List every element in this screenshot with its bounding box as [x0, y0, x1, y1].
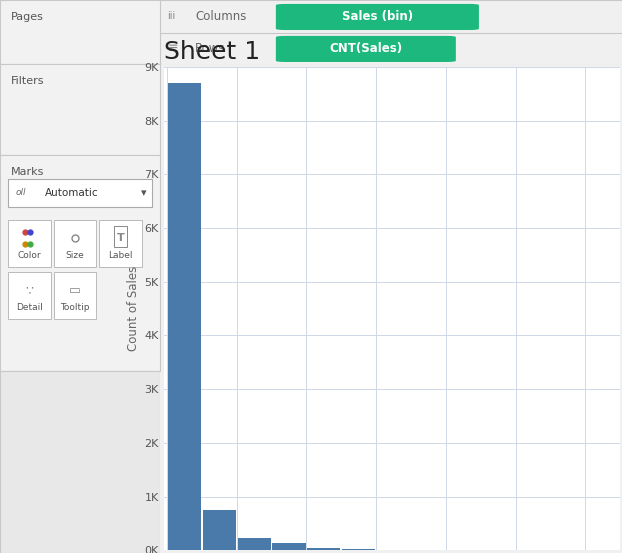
Text: Filters: Filters [11, 76, 45, 86]
Text: T: T [117, 233, 124, 243]
Text: Size: Size [66, 251, 85, 260]
Text: Rows: Rows [195, 43, 226, 55]
Bar [8, 272, 50, 319]
Text: iii: iii [167, 11, 175, 22]
Bar [0, 155, 160, 371]
Text: Tooltip: Tooltip [60, 304, 90, 312]
Text: Columns: Columns [195, 10, 246, 23]
Bar [238, 539, 271, 550]
Text: Color: Color [17, 251, 41, 260]
Bar [100, 220, 142, 267]
Text: ▾: ▾ [141, 188, 147, 198]
Text: Sheet 1: Sheet 1 [164, 40, 260, 64]
Bar [0, 371, 160, 553]
Text: Detail: Detail [16, 304, 43, 312]
Bar [0, 0, 160, 64]
Bar [53, 272, 96, 319]
Bar [53, 220, 96, 267]
Text: Pages: Pages [11, 12, 44, 22]
Bar [114, 226, 127, 247]
Bar [0, 64, 160, 155]
Bar [307, 547, 340, 550]
FancyBboxPatch shape [276, 4, 479, 30]
Bar [168, 83, 201, 550]
Text: Sales (bin): Sales (bin) [342, 11, 413, 23]
Text: CNT(Sales): CNT(Sales) [329, 43, 402, 55]
Bar [272, 543, 305, 550]
Text: Marks: Marks [11, 167, 45, 177]
FancyBboxPatch shape [276, 36, 456, 62]
Bar [8, 220, 50, 267]
Text: Automatic: Automatic [45, 188, 98, 198]
Text: oll: oll [16, 189, 27, 197]
Text: Label: Label [108, 251, 133, 260]
Bar [203, 510, 236, 550]
Text: ≡: ≡ [167, 43, 178, 55]
Text: ▭: ▭ [69, 284, 81, 298]
Bar [8, 179, 152, 207]
Text: ∵: ∵ [26, 284, 34, 298]
Y-axis label: Count of Sales: Count of Sales [127, 266, 140, 351]
